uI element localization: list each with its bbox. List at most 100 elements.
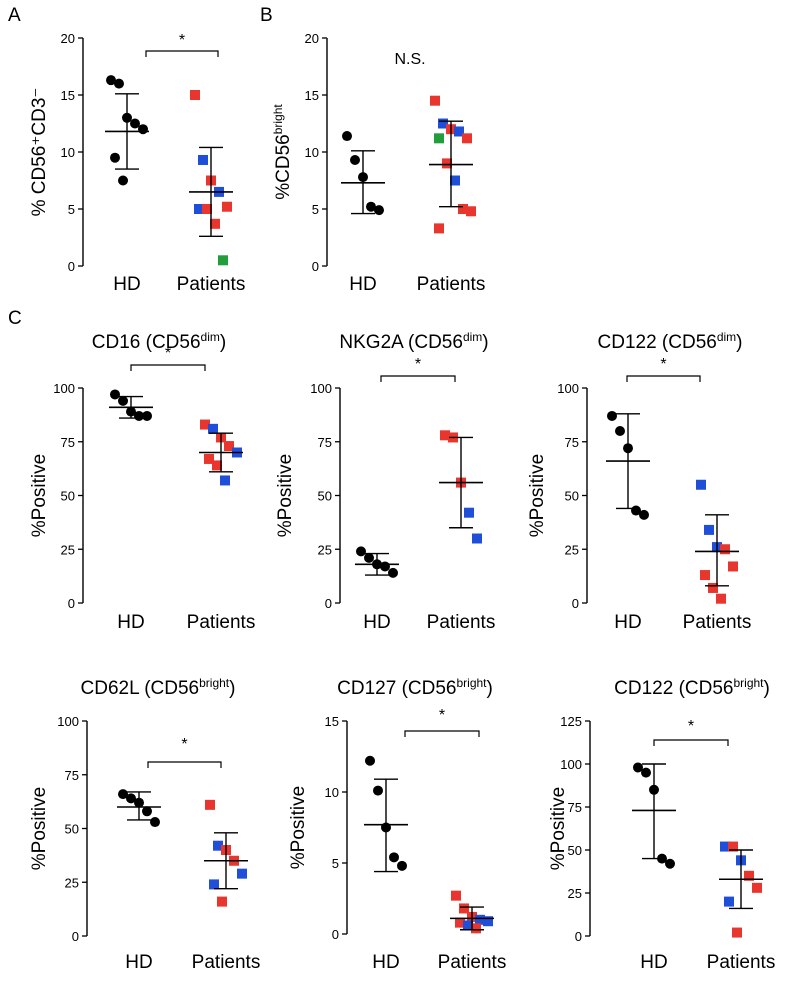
- data-point: [728, 561, 738, 572]
- series-patients: [429, 95, 476, 234]
- data-point: [365, 755, 375, 766]
- data-point: [451, 890, 461, 901]
- chart-title: CD122 (CD56bright): [614, 676, 770, 699]
- y-tick-label: 100: [310, 381, 332, 396]
- chart-2: 0 25 50 75 100 %Positive CD16 (CD56dim) HD Patie…: [29, 330, 255, 633]
- data-point: [194, 204, 204, 214]
- y-tick-label: 5: [332, 856, 339, 871]
- data-point: [220, 475, 230, 486]
- data-point: [142, 806, 152, 817]
- data-point: [374, 205, 384, 216]
- y-tick-label: 0: [332, 927, 339, 942]
- y-tick-label: 100: [57, 714, 79, 729]
- data-point: [720, 841, 730, 852]
- y-axis-label: %Positive: [288, 786, 309, 869]
- data-point: [389, 852, 399, 863]
- data-point: [130, 118, 140, 129]
- data-point: [438, 118, 448, 129]
- y-tick-label: 0: [72, 929, 79, 944]
- data-point: [696, 479, 706, 490]
- chart-4: 0 25 50 75 100 %Positive CD122 (CD56dim) HD Pati…: [527, 330, 751, 633]
- y-tick-label: 15: [61, 88, 75, 103]
- category-label: HD: [349, 274, 376, 295]
- y-tick-label: 0: [68, 259, 75, 274]
- data-point: [200, 419, 210, 430]
- significance-label: *: [688, 718, 694, 735]
- data-point: [217, 896, 227, 907]
- series-patients: [695, 479, 739, 604]
- y-tick-label: 50: [61, 489, 75, 504]
- category-label: Patients: [417, 274, 486, 295]
- series-patients: [439, 430, 483, 544]
- data-point: [455, 917, 465, 928]
- data-point: [434, 223, 444, 234]
- category-label: HD: [614, 612, 641, 633]
- category-label: HD: [363, 612, 390, 633]
- series-patients: [189, 90, 233, 266]
- series-hd: [117, 789, 161, 828]
- chart-title: NKG2A (CD56dim): [339, 330, 488, 353]
- y-tick-label: 100: [557, 381, 579, 396]
- significance-bracket: [380, 375, 456, 382]
- series-hd: [109, 389, 153, 421]
- data-point: [454, 126, 464, 137]
- y-tick-label: 0: [575, 929, 582, 944]
- charts-layer: 0 5 10 15 20 % CD56⁺CD3⁻ HD Patients * 0 5 10 15 20 %C…: [29, 31, 775, 973]
- y-tick-label: 10: [325, 785, 339, 800]
- data-point: [142, 410, 152, 421]
- data-point: [237, 868, 247, 879]
- series-hd: [105, 75, 149, 186]
- y-axis-label: %CD56bright: [271, 104, 294, 200]
- category-label: Patients: [187, 612, 256, 633]
- category-label: HD: [640, 952, 667, 973]
- data-point: [434, 133, 444, 144]
- data-point: [388, 567, 398, 578]
- significance-bracket: [626, 375, 701, 382]
- y-tick-label: 50: [565, 489, 579, 504]
- y-axis-label: %Positive: [275, 454, 296, 537]
- data-point: [150, 817, 160, 828]
- y-axis-label: %Positive: [29, 787, 50, 870]
- significance-label: *: [165, 345, 171, 362]
- data-point: [364, 552, 374, 563]
- chart-7: 0 25 50 75 100 125 %Positive CD122 (CD56bright)…: [548, 676, 775, 973]
- significance-label: *: [660, 356, 666, 373]
- y-tick-label: 20: [305, 31, 319, 46]
- data-point: [440, 430, 450, 441]
- series-hd: [632, 762, 676, 869]
- data-point: [356, 546, 366, 557]
- category-label: HD: [372, 952, 399, 973]
- data-point: [204, 453, 214, 464]
- data-point: [210, 218, 220, 229]
- data-point: [213, 840, 223, 851]
- data-point: [752, 882, 762, 893]
- chart-5: 0 25 50 75 100 %Positive CD62L (CD56bright) HD P…: [29, 676, 260, 973]
- series-patients: [199, 419, 243, 486]
- panel-letter-b: B: [260, 5, 273, 26]
- category-label: HD: [125, 952, 152, 973]
- data-point: [471, 923, 481, 934]
- series-hd: [606, 410, 650, 520]
- data-point: [366, 201, 376, 212]
- data-point: [463, 920, 473, 931]
- data-point: [732, 927, 742, 938]
- category-label: HD: [117, 612, 144, 633]
- chart-0: 0 5 10 15 20 % CD56⁺CD3⁻ HD Patients *: [29, 31, 245, 295]
- data-point: [342, 131, 352, 142]
- y-tick-label: 100: [53, 381, 75, 396]
- category-label: Patients: [192, 952, 261, 973]
- data-point: [138, 124, 148, 135]
- data-point: [118, 789, 128, 800]
- data-point: [380, 561, 390, 572]
- data-point: [720, 544, 730, 555]
- data-point: [126, 793, 136, 804]
- data-point: [202, 204, 212, 214]
- y-tick-label: 75: [565, 435, 579, 450]
- data-point: [744, 870, 754, 881]
- significance-bracket: [145, 50, 219, 57]
- chart-3: 0 25 50 75 100 %Positive NKG2A (CD56dim) HD Pati…: [275, 330, 495, 633]
- data-point: [118, 395, 128, 406]
- data-point: [639, 509, 649, 520]
- data-point: [708, 582, 718, 593]
